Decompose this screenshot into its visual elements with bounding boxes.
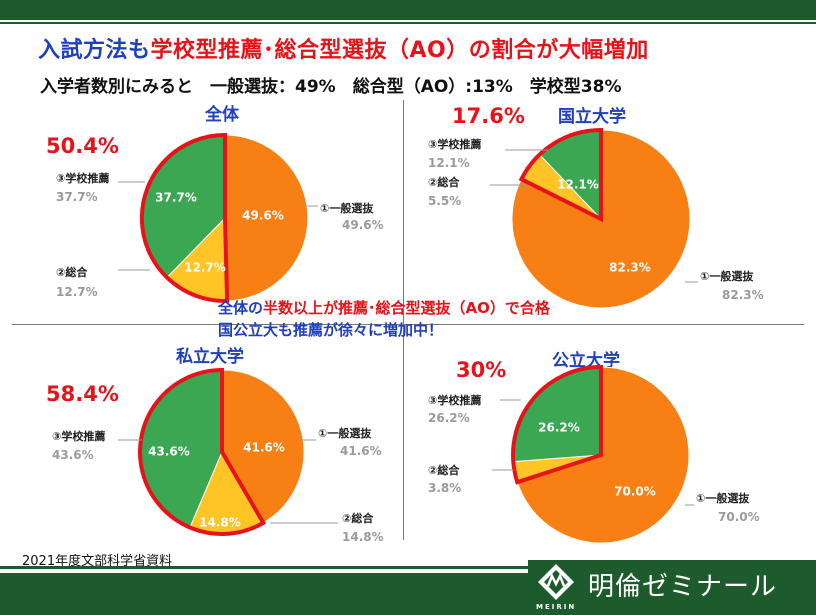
pie-value-label-national-general: 82.3% <box>609 261 651 275</box>
value-comp-national: 5.5% <box>428 194 462 208</box>
chart-title-overall: 全体 <box>205 105 239 125</box>
pie-highlight-national <box>518 127 603 223</box>
pie-value-label-overall-general: 49.6% <box>242 209 284 223</box>
pie-slice-overall-comprehensive <box>166 216 228 302</box>
pie-value-label-overall-comprehensive: 12.7% <box>184 261 226 275</box>
highlight-national: 17.6% <box>452 104 525 128</box>
label-general-overall: ①一般選抜 <box>320 202 374 215</box>
value-comp-overall: 12.7% <box>56 285 98 299</box>
label-school-national: ③学校推薦 <box>428 138 482 151</box>
label-school-private: ③学校推薦 <box>52 430 106 443</box>
footer-stripe <box>0 566 816 569</box>
title-part-2: 学校型推薦･総合型選抜（AO）の割合が大幅増加 <box>150 38 649 63</box>
highlight-overall: 50.4% <box>46 134 119 158</box>
pie-highlight-private <box>138 367 267 536</box>
pie-value-label-public-school: 26.2% <box>538 421 580 435</box>
label-comp-private: ②総合 <box>342 512 374 525</box>
pie-slice-overall-school <box>141 134 226 279</box>
pie-value-label-private-school: 43.6% <box>148 445 190 459</box>
logo-text: 明倫ゼミナール <box>588 572 778 602</box>
pie-value-label-private-general: 41.6% <box>243 441 285 455</box>
pie-slice-public-comprehensive <box>512 454 602 483</box>
callout-line1-a: 全体の <box>218 299 264 317</box>
pie-slice-national-comprehensive <box>520 153 602 220</box>
value-school-private: 43.6% <box>52 448 94 462</box>
chart-title-national: 国立大学 <box>558 107 626 127</box>
horizontal-divider <box>12 324 804 325</box>
label-general-private: ①一般選抜 <box>318 427 372 440</box>
slide-subtitle: 入学者数別にみると 一般選抜：49% 総合型（AO）:13% 学校型38% <box>40 77 622 97</box>
value-school-overall: 37.7% <box>56 190 98 204</box>
logo-box <box>528 560 816 615</box>
callout-text: 全体の半数以上が推薦･総合型選抜（AO）で合格 国公立大も推薦が徐々に増加中！ <box>218 297 550 341</box>
top-banner <box>0 0 816 20</box>
pie-highlight-public <box>511 364 603 485</box>
pie-value-label-national-school: 12.1% <box>557 178 599 192</box>
label-comp-overall: ②総合 <box>56 266 88 279</box>
pie-slice-private-comprehensive <box>189 450 264 535</box>
value-general-public: 70.0% <box>718 510 760 524</box>
pie-slice-public-school <box>512 366 602 463</box>
top-banner-line <box>0 22 816 24</box>
pie-slice-national-general <box>511 129 691 309</box>
pie-slice-private-school <box>139 369 223 529</box>
pie-slice-national-school <box>538 129 602 221</box>
value-general-national: 82.3% <box>722 288 764 302</box>
vertical-divider <box>403 100 404 540</box>
pie-slice-overall-general <box>224 134 309 302</box>
title-part-1: 入試方法も <box>38 38 151 63</box>
pie-value-label-private-comprehensive: 14.8% <box>199 516 241 530</box>
chart-title-private: 私立大学 <box>176 347 244 367</box>
label-school-public: ③学校推薦 <box>428 394 482 407</box>
pie-highlight-overall <box>139 132 230 303</box>
pie-value-label-overall-school: 37.7% <box>155 191 197 205</box>
value-comp-private: 14.8% <box>342 530 384 544</box>
pie-slice-private-general <box>221 369 305 524</box>
logo-sub: MEIRIN <box>536 603 577 611</box>
slide-title: 入試方法も学校型推薦･総合型選抜（AO）の割合が大幅増加 <box>38 32 649 64</box>
value-comp-public: 3.8% <box>428 481 462 495</box>
label-general-national: ①一般選抜 <box>700 270 754 283</box>
value-general-private: 41.6% <box>340 444 382 458</box>
highlight-private: 58.4% <box>46 382 119 406</box>
pie-value-label-public-general: 70.0% <box>614 485 656 499</box>
label-comp-national: ②総合 <box>428 176 460 189</box>
value-school-national: 12.1% <box>428 156 470 170</box>
highlight-public: 30% <box>456 358 507 382</box>
callout-line2: 国公立大も推薦が徐々に増加中！ <box>218 321 444 339</box>
label-comp-public: ②総合 <box>428 464 460 477</box>
chart-title-public: 公立大学 <box>552 351 620 371</box>
pie-slice-public-general <box>516 366 690 544</box>
label-school-overall: ③学校推薦 <box>56 172 110 185</box>
meirin-logo-icon <box>538 564 574 600</box>
label-general-public: ①一般選抜 <box>696 492 750 505</box>
value-general-overall: 49.6% <box>342 218 384 232</box>
callout-line1-b: 半数以上が推薦･総合型選抜（AO）で合格 <box>263 299 550 317</box>
value-school-public: 26.2% <box>428 411 470 425</box>
source-note: 2021年度文部科学省資料 <box>22 554 173 569</box>
